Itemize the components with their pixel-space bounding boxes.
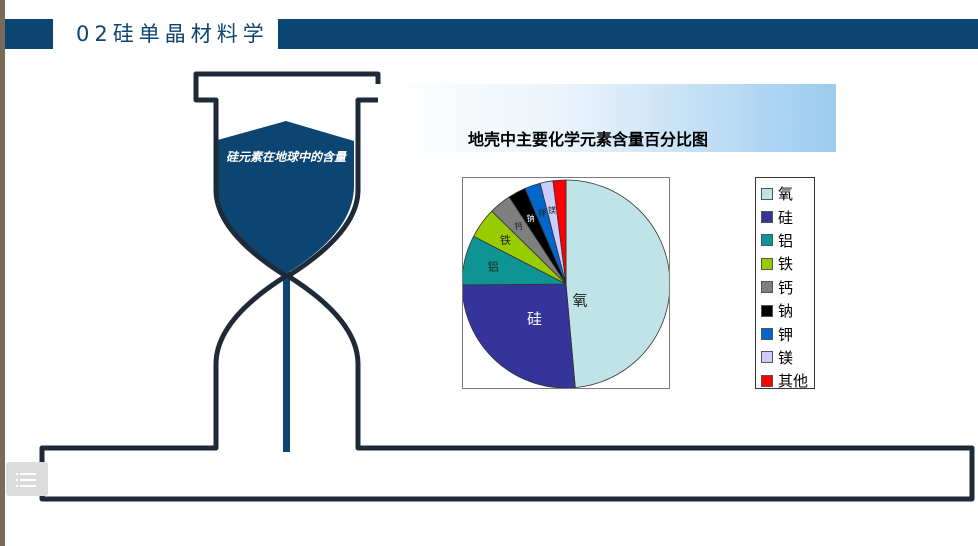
- legend-item-5: 钠: [761, 299, 814, 322]
- pie-label-5: 钠: [527, 213, 535, 223]
- legend-swatch: [761, 374, 773, 387]
- legend-swatch: [761, 187, 773, 200]
- header-accent-block: [5, 19, 53, 49]
- pie-label-7: 镁: [548, 205, 556, 215]
- legend-label: 钠: [778, 302, 794, 321]
- legend-swatch: [761, 211, 773, 224]
- legend-item-1: 硅: [761, 205, 814, 228]
- pie-slice-8: [552, 179, 567, 285]
- legend-label: 硅: [778, 208, 794, 227]
- legend-item-3: 铁: [761, 252, 814, 275]
- hourglass-outline: [39, 71, 975, 502]
- hourglass-label: 硅元素在地球中的含量: [225, 150, 346, 164]
- legend-label: 氧: [778, 185, 794, 204]
- pie-label-6: 钾: [538, 209, 546, 218]
- legend-label: 镁: [778, 348, 794, 367]
- chart-title-band: [390, 84, 836, 152]
- window-edge: [0, 0, 5, 546]
- pie-plot-area: 氧硅 铝铁钙钠钾镁: [461, 177, 671, 389]
- hourglass-sand: [214, 121, 354, 274]
- pie-label-1: 硅: [527, 310, 542, 328]
- pie-label-4: 钙: [515, 221, 523, 231]
- legend-item-0: 氧: [761, 182, 814, 205]
- legend-swatch: [761, 257, 773, 270]
- legend-item-6: 钾: [761, 322, 814, 345]
- pie-label-2: 铝: [488, 259, 499, 273]
- legend-swatch: [761, 234, 773, 247]
- pie-label-3: 铁: [500, 234, 511, 247]
- pie-slice-1: [461, 283, 576, 389]
- legend-label: 铁: [778, 255, 794, 274]
- chart-legend: 氧硅铝铁钙钠钾镁其他: [755, 177, 815, 392]
- legend-swatch: [761, 281, 773, 294]
- pie-label-0: 氧: [572, 291, 587, 309]
- legend-item-8: 其他: [761, 369, 814, 392]
- chart-title: 地壳中主要化学元素含量百分比图: [468, 130, 709, 149]
- legend-item-2: 铝: [761, 229, 814, 252]
- pie-slice-0: [565, 179, 671, 389]
- header-bar: [278, 19, 978, 49]
- hourglass-stream: [283, 272, 290, 452]
- menu-icon: [16, 473, 18, 475]
- menu-button[interactable]: [6, 462, 48, 496]
- pie-chart: 氧硅 铝铁钙钠钾镁: [461, 179, 671, 389]
- page-title: 02硅单晶材料学: [76, 22, 269, 46]
- legend-label: 钾: [778, 325, 794, 344]
- legend-item-7: 镁: [761, 346, 814, 369]
- legend-label: 钙: [778, 278, 794, 297]
- legend-item-4: 钙: [761, 276, 814, 299]
- legend-swatch: [761, 304, 773, 317]
- legend-swatch: [761, 351, 773, 364]
- legend-label: 其他: [778, 372, 809, 391]
- legend-swatch: [761, 328, 773, 341]
- legend-label: 铝: [778, 231, 794, 250]
